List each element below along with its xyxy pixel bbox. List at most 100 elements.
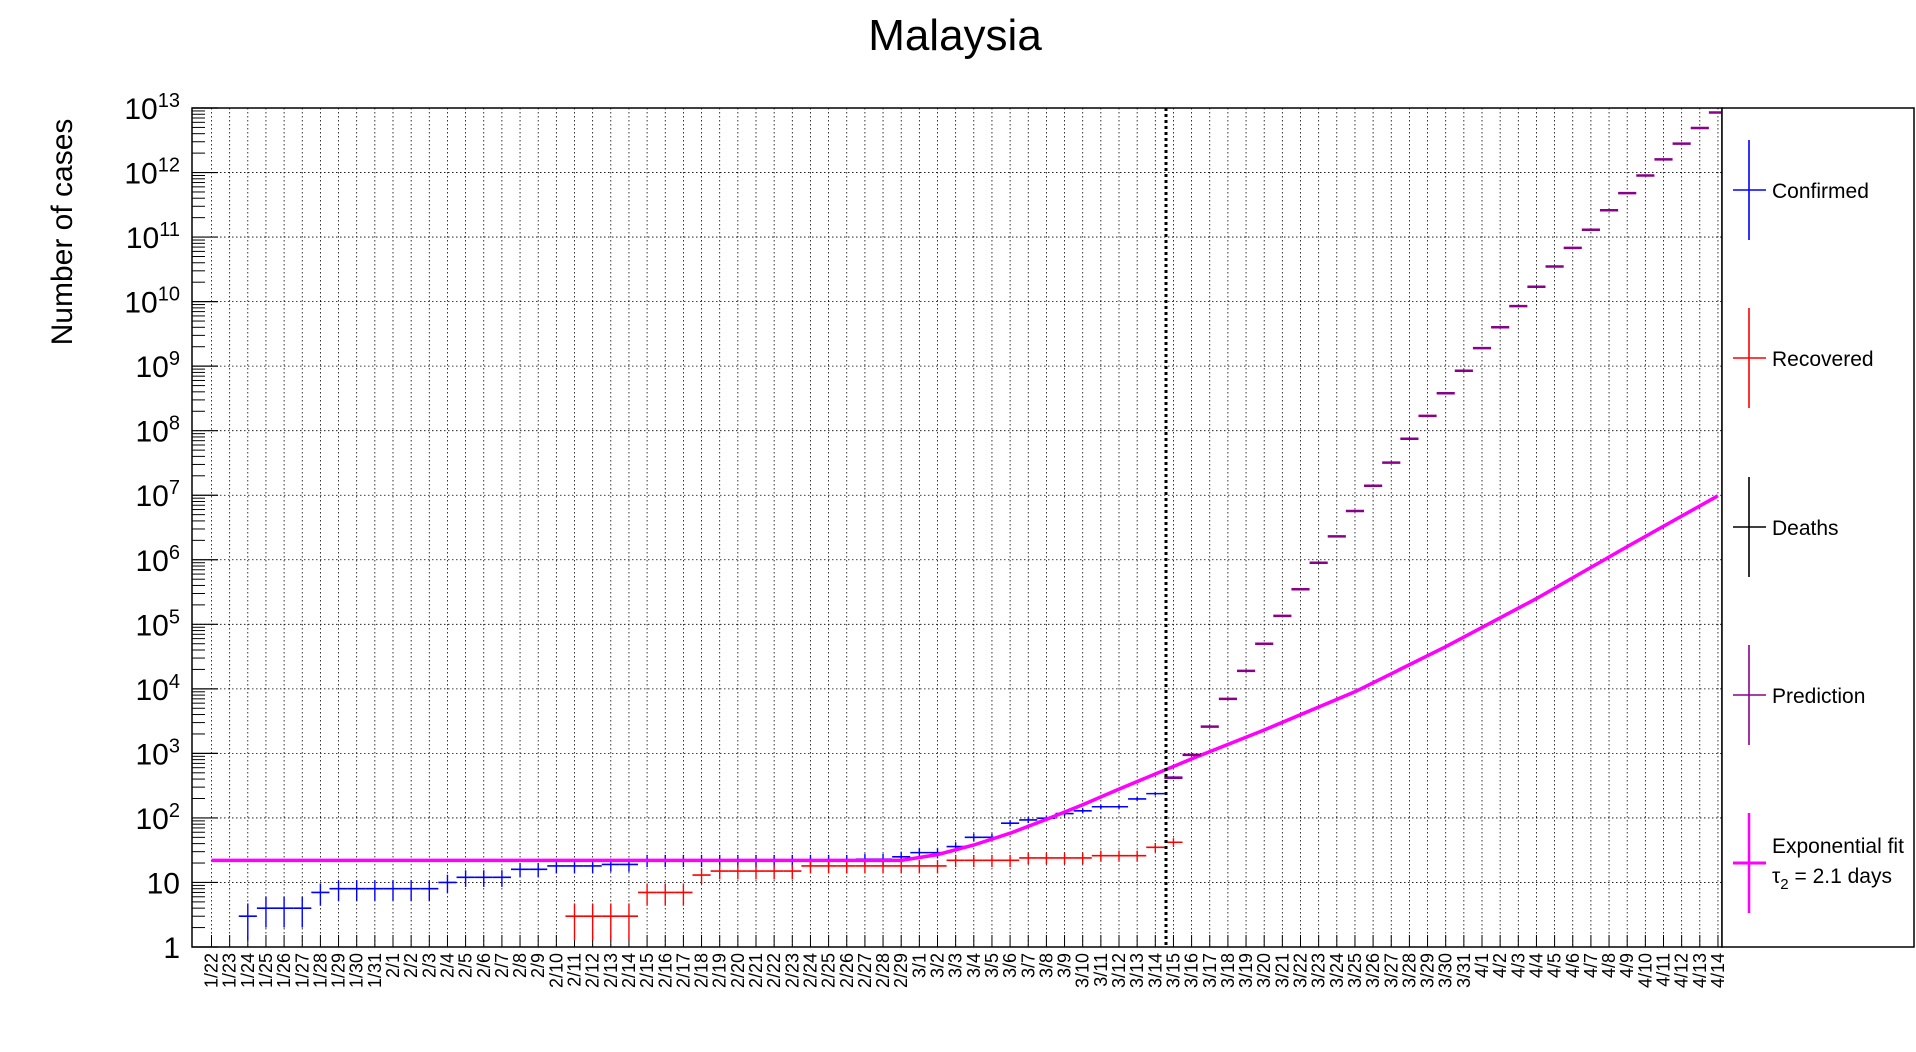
x-tick-label: 2/14 [619, 953, 639, 988]
x-tick-label: 4/12 [1672, 953, 1692, 988]
x-tick-label: 2/29 [891, 953, 911, 988]
x-tick-label: 3/7 [1018, 953, 1038, 978]
x-tick-label: 1/30 [347, 953, 367, 988]
x-tick-label: 2/13 [601, 953, 621, 988]
grid [192, 108, 1722, 947]
x-tick-label: 3/19 [1236, 953, 1256, 988]
legend-label: Confirmed [1772, 180, 1869, 203]
x-tick-label: 3/3 [946, 953, 966, 978]
x-tick-label: 3/29 [1418, 953, 1438, 988]
x-tick-label: 4/14 [1708, 953, 1728, 988]
x-tick-label: 3/4 [964, 953, 984, 978]
x-tick-label: 3/10 [1073, 953, 1093, 988]
x-tick-label: 3/1 [909, 953, 929, 978]
y-tick-label: 104 [136, 671, 181, 707]
recovered-series [565, 838, 1183, 941]
x-tick-label: 2/28 [873, 953, 893, 988]
x-tick-label: 2/11 [565, 953, 585, 987]
x-tick-label: 4/9 [1617, 953, 1637, 978]
x-axis: 1/221/231/241/251/261/271/281/291/301/31… [202, 935, 1728, 988]
x-tick-label: 1/22 [202, 953, 222, 988]
x-tick-label: 2/19 [710, 953, 730, 988]
legend-fit-label: τ2 = 2.1 days [1772, 865, 1892, 893]
x-tick-label: 4/1 [1472, 953, 1492, 978]
legend-recovered: Recovered [1733, 308, 1874, 408]
legend-exponential-fit: Exponential fit τ2 = 2.1 days [1733, 813, 1904, 913]
x-tick-label: 3/31 [1454, 953, 1474, 988]
x-tick-label: 3/27 [1381, 953, 1401, 988]
x-tick-label: 4/2 [1490, 953, 1510, 978]
exponential-fit-series [211, 494, 1719, 863]
x-tick-label: 4/3 [1508, 953, 1528, 978]
x-tick-label: 2/16 [655, 953, 675, 988]
x-tick-label: 2/8 [510, 953, 530, 978]
x-tick-label: 2/1 [383, 953, 403, 978]
series-layer [211, 111, 1728, 941]
y-tick-label: 106 [136, 542, 181, 578]
x-tick-label: 3/15 [1163, 953, 1183, 988]
x-tick-label: 4/11 [1654, 953, 1674, 987]
x-tick-label: 3/6 [1000, 953, 1020, 978]
x-tick-label: 2/22 [764, 953, 784, 988]
exponential-fit-curve [211, 494, 1719, 863]
x-tick-label: 2/6 [474, 953, 494, 978]
x-tick-label: 4/13 [1690, 953, 1710, 988]
y-tick-label: 108 [136, 413, 181, 449]
x-tick-label: 4/10 [1635, 953, 1655, 988]
x-tick-label: 1/25 [256, 953, 276, 988]
x-tick-label: 3/13 [1127, 953, 1147, 988]
y-tick-label: 10 [147, 867, 180, 900]
x-tick-label: 3/21 [1272, 953, 1292, 988]
x-tick-label: 4/8 [1599, 953, 1619, 978]
x-tick-label: 3/12 [1109, 953, 1129, 988]
x-tick-label: 2/26 [837, 953, 857, 988]
y-tick-label: 1010 [124, 284, 180, 320]
x-tick-label: 2/18 [692, 953, 712, 988]
plot-frame [191, 107, 1723, 948]
y-tick-label: 1013 [124, 90, 180, 126]
x-tick-label: 4/7 [1581, 953, 1601, 978]
x-tick-label: 2/3 [419, 953, 439, 978]
x-tick-label: 2/12 [583, 953, 603, 988]
x-tick-label: 1/28 [310, 953, 330, 988]
x-tick-label: 3/26 [1363, 953, 1383, 988]
y-tick-label: 109 [136, 348, 181, 384]
y-tick-label: 1011 [126, 219, 180, 255]
y-axis: 1 10 102 103 104 105 106 107 108 109 1010 1011 1012 1… [124, 90, 218, 965]
x-tick-label: 3/25 [1345, 953, 1365, 988]
y-tick-label: 107 [136, 477, 181, 513]
x-tick-label: 2/4 [437, 953, 457, 978]
legend-label: Deaths [1772, 517, 1839, 540]
x-tick-label: 3/18 [1218, 953, 1238, 988]
x-tick-label: 2/20 [728, 953, 748, 988]
x-tick-label: 3/16 [1182, 953, 1202, 988]
x-tick-label: 4/5 [1545, 953, 1565, 978]
y-tick-label: 105 [136, 606, 181, 642]
legend-label: Prediction [1772, 685, 1865, 708]
x-tick-label: 1/29 [329, 953, 349, 988]
x-tick-label: 2/21 [746, 953, 766, 988]
y-axis-label: Number of cases [46, 119, 79, 346]
x-tick-label: 3/8 [1036, 953, 1056, 978]
x-tick-label: 2/23 [782, 953, 802, 988]
x-tick-label: 3/22 [1291, 953, 1311, 988]
y-tick-label: 1012 [124, 155, 180, 191]
x-tick-label: 1/24 [238, 953, 258, 988]
x-tick-label: 1/26 [274, 953, 294, 988]
x-tick-label: 3/2 [928, 953, 948, 978]
x-tick-label: 3/5 [982, 953, 1002, 978]
x-tick-label: 2/9 [528, 953, 548, 978]
y-tick-label: 102 [136, 800, 181, 836]
x-tick-label: 3/30 [1436, 953, 1456, 988]
x-tick-label: 2/24 [800, 953, 820, 988]
x-tick-label: 3/20 [1254, 953, 1274, 988]
x-tick-label: 3/14 [1145, 953, 1165, 988]
x-tick-label: 3/24 [1327, 953, 1347, 988]
x-tick-label: 2/15 [637, 953, 657, 988]
x-tick-label: 3/11 [1091, 953, 1111, 987]
y-tick-label: 1 [163, 932, 180, 965]
x-tick-label: 1/23 [220, 953, 240, 988]
legend-deaths: Deaths [1733, 477, 1839, 577]
x-tick-label: 3/23 [1309, 953, 1329, 988]
